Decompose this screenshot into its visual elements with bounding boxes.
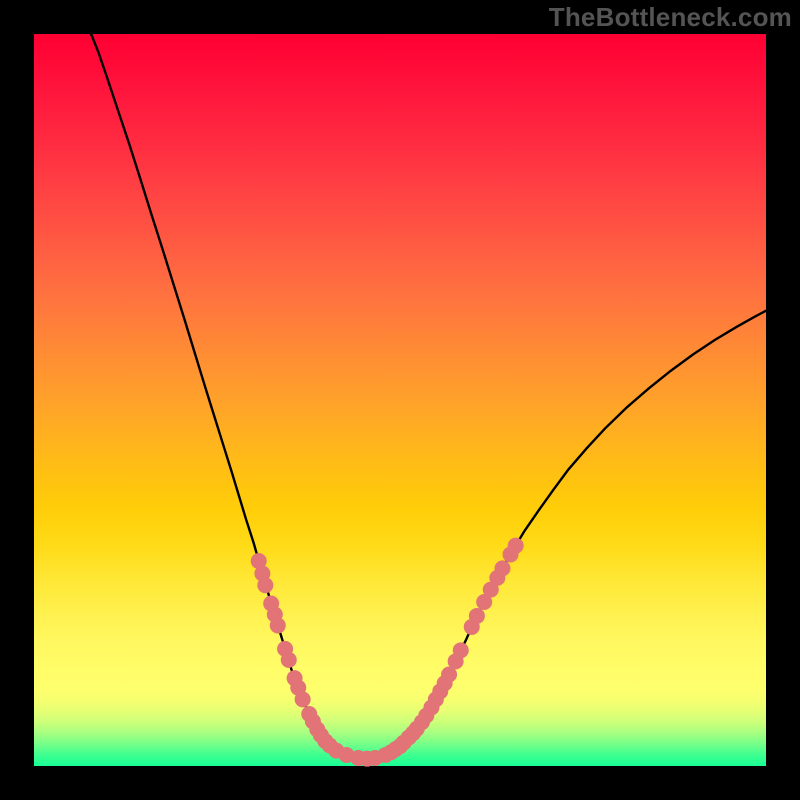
stage: TheBottleneck.com xyxy=(0,0,800,800)
plot-frame xyxy=(34,34,766,766)
plot-svg xyxy=(34,34,766,766)
scatter-dot xyxy=(281,652,297,668)
scatter-dot xyxy=(494,560,510,576)
scatter-dot xyxy=(257,577,273,593)
scatter-dot xyxy=(508,538,524,554)
scatter-dot xyxy=(453,642,469,658)
scatter-dot xyxy=(295,691,311,707)
scatter-dot xyxy=(270,617,286,633)
scatter-dot xyxy=(469,608,485,624)
highlight-scatter xyxy=(251,538,524,767)
watermark-label: TheBottleneck.com xyxy=(549,0,800,33)
bottleneck-curve xyxy=(91,34,766,759)
